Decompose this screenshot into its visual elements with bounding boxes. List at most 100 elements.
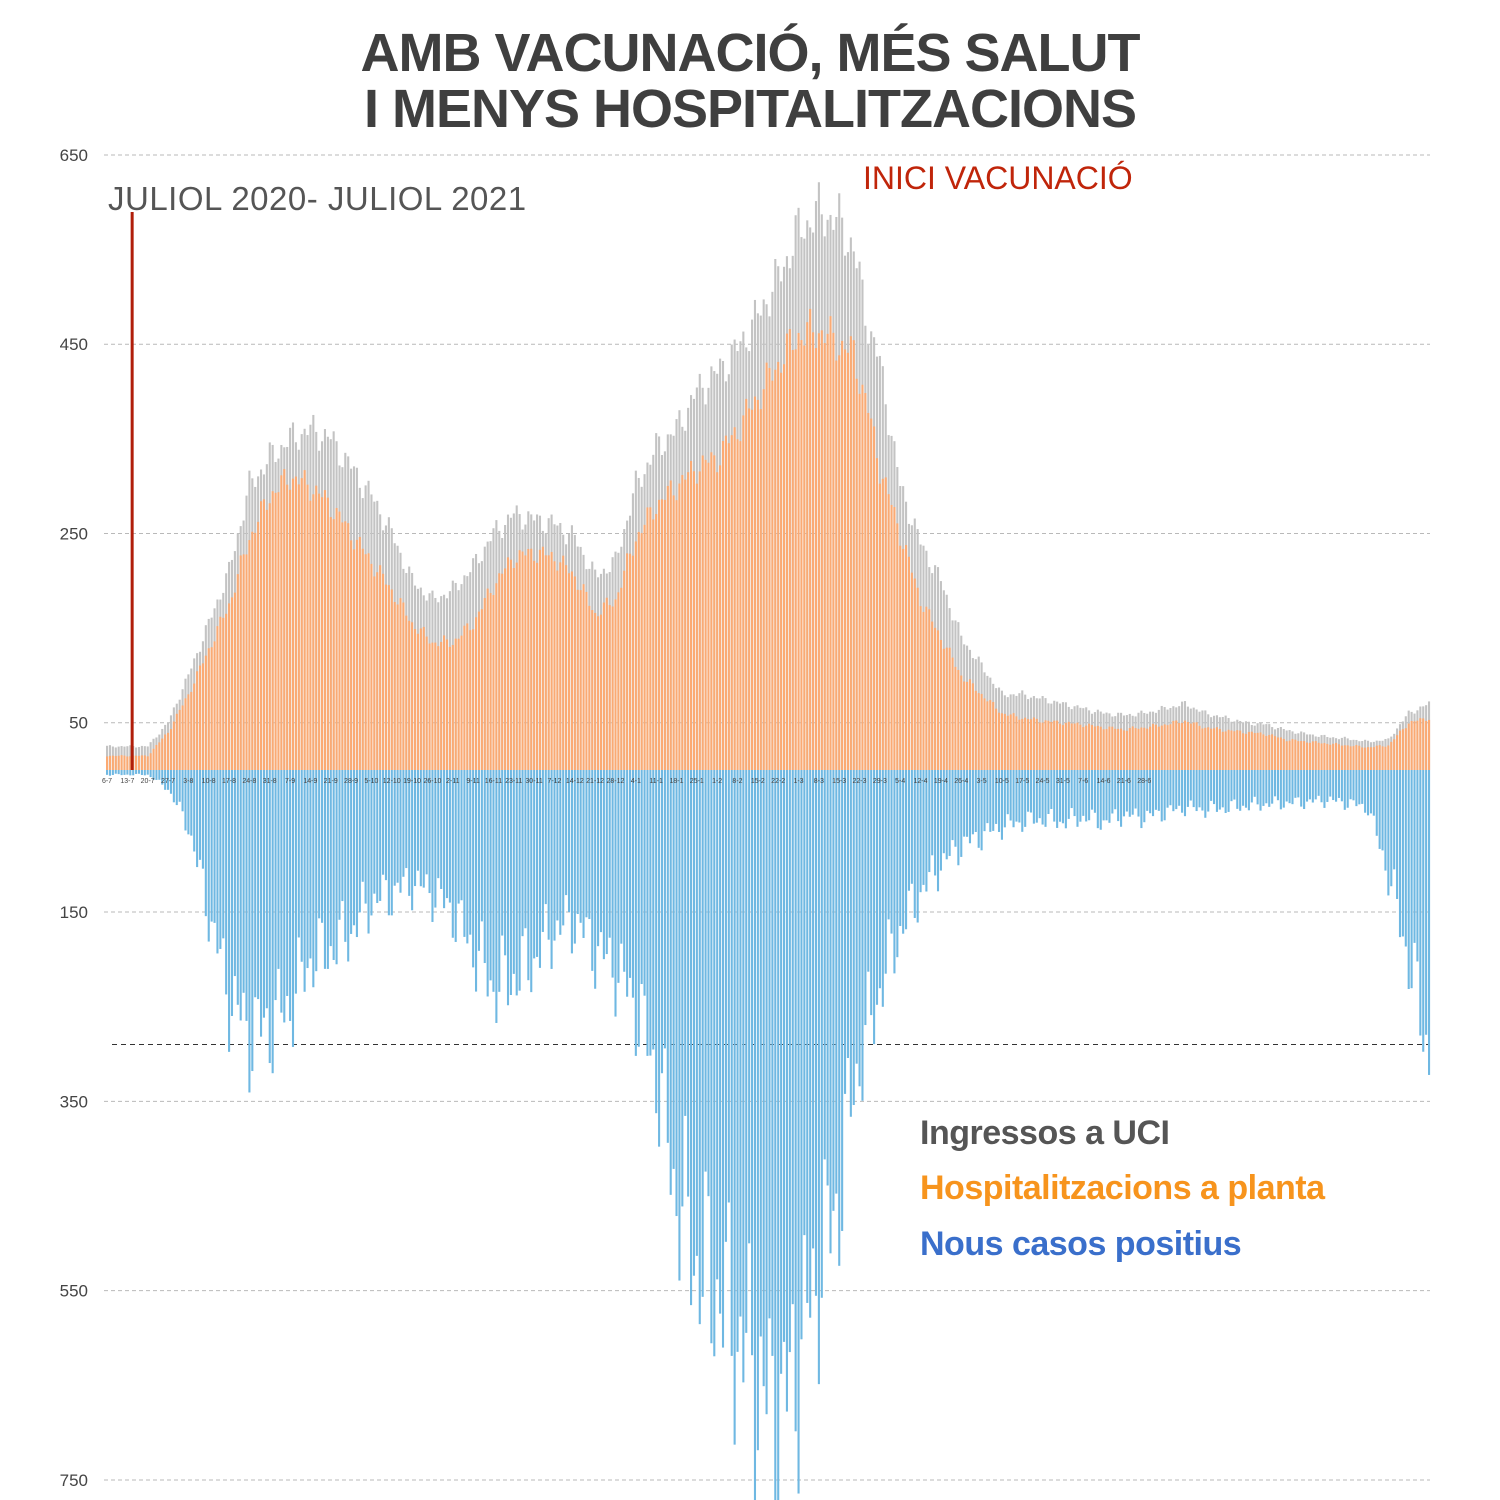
bar-planta (663, 499, 666, 770)
bar-planta (326, 497, 329, 770)
bar-casos (1041, 770, 1044, 825)
bar-casos (1239, 770, 1242, 811)
bar-planta (934, 627, 937, 770)
bar-planta (954, 666, 957, 770)
bar-planta (681, 475, 684, 770)
bar-planta (1291, 739, 1294, 770)
bar-casos (1274, 770, 1277, 797)
bar-casos (474, 770, 478, 992)
bar-casos (1029, 770, 1033, 813)
bar-planta (1128, 728, 1131, 770)
bar-planta (466, 623, 469, 770)
bar-casos (838, 770, 841, 1266)
bar-casos (948, 770, 951, 856)
bar-planta (658, 499, 661, 770)
bar-planta (1404, 728, 1407, 770)
bar-casos (960, 770, 963, 857)
bar-planta (1410, 720, 1413, 770)
bar-planta (829, 316, 832, 770)
bar-planta (997, 712, 1001, 770)
bar-casos (640, 770, 643, 985)
bar-casos (1067, 770, 1070, 819)
bar-planta (1120, 728, 1123, 770)
bar-casos (387, 770, 390, 916)
bar-casos (1120, 770, 1123, 827)
bar-planta (579, 590, 582, 770)
bar-planta (352, 549, 356, 770)
bar-casos (582, 770, 585, 938)
bar-planta (922, 611, 925, 770)
bar-planta (137, 755, 141, 770)
bar-casos (1416, 770, 1419, 962)
bar-planta (809, 308, 812, 770)
bar-casos (646, 770, 649, 1056)
bar-planta (1102, 729, 1105, 770)
bar-casos (1262, 770, 1265, 806)
bar-planta (338, 511, 341, 770)
bar-planta (960, 675, 963, 770)
bar-planta (265, 509, 268, 770)
bar-casos (492, 770, 495, 992)
bar-casos (1314, 770, 1317, 800)
bar-planta (719, 465, 722, 770)
bar-casos (530, 770, 533, 993)
bar-casos (140, 770, 143, 775)
bar-planta (1230, 730, 1233, 770)
bar-planta (463, 625, 466, 770)
bar-planta (620, 587, 623, 770)
bar-casos (1137, 770, 1140, 817)
bar-planta (797, 332, 800, 770)
bar-planta (1125, 730, 1128, 770)
bar-planta (167, 732, 170, 770)
bar-casos (820, 770, 823, 1298)
bar-planta (489, 593, 492, 770)
bar-planta (649, 507, 652, 770)
bar-casos (268, 770, 271, 1064)
bar-casos (219, 770, 222, 949)
bar-planta (765, 362, 768, 770)
bar-planta (1178, 722, 1181, 770)
bar-planta (219, 616, 222, 770)
bar-casos (1134, 770, 1137, 809)
bar-planta (1422, 718, 1425, 770)
bar-planta (812, 332, 815, 770)
bar-planta (495, 583, 498, 770)
bar-casos (1032, 770, 1035, 824)
bar-casos (687, 770, 690, 1197)
bar-planta (111, 755, 114, 770)
bar-planta (890, 504, 893, 770)
bar-planta (443, 635, 446, 770)
bar-planta (669, 480, 672, 770)
bar-planta (963, 681, 966, 770)
bar-planta (129, 756, 132, 770)
bar-casos (204, 770, 207, 917)
bar-planta (248, 540, 251, 770)
bar-planta (245, 554, 248, 770)
y-tick-label: 150 (60, 903, 88, 922)
bar-casos (158, 770, 161, 780)
bar-planta (1032, 717, 1035, 770)
bar-casos (873, 770, 876, 1045)
bar-planta (108, 755, 111, 770)
bar-casos (1401, 770, 1404, 937)
bar-planta (416, 633, 419, 770)
bar-casos (594, 770, 597, 989)
bar-casos (896, 770, 899, 958)
bar-planta (518, 550, 521, 770)
bar-casos (431, 770, 434, 922)
bar-planta (582, 584, 585, 770)
bar-casos (1131, 770, 1134, 815)
bar-planta (817, 333, 820, 770)
x-tick-label: 19-10 (403, 778, 421, 785)
bar-casos (213, 770, 216, 923)
bar-casos (300, 770, 303, 962)
bar-casos (321, 770, 324, 923)
bar-planta (106, 756, 109, 770)
bar-casos (1154, 770, 1157, 810)
bar-planta (753, 396, 757, 770)
bar-casos (1337, 770, 1341, 798)
bar-planta (1256, 732, 1259, 770)
bar-casos (1247, 770, 1250, 811)
bar-planta (512, 568, 515, 770)
bar-casos (1407, 770, 1410, 989)
